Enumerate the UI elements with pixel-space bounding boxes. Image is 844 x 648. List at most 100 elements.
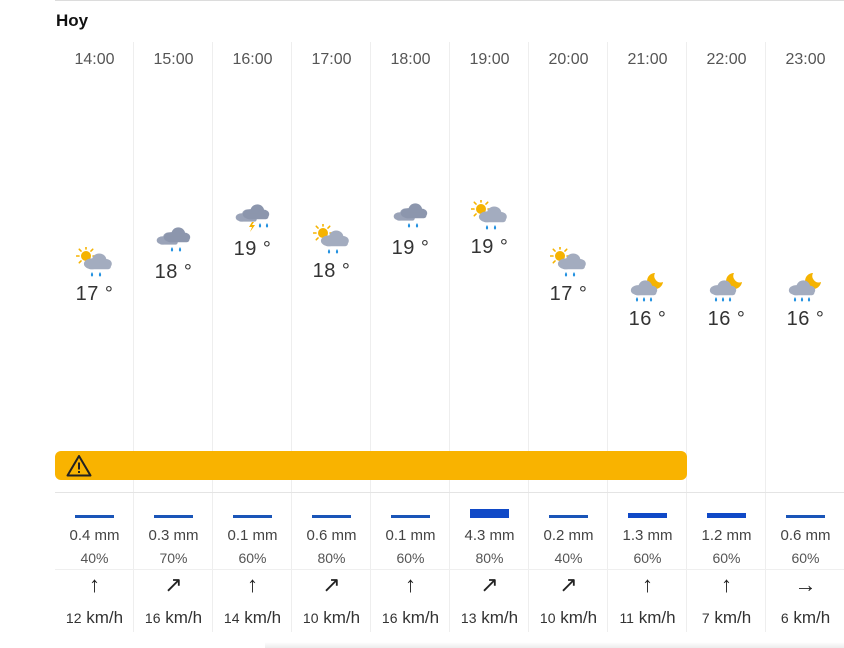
wind-direction-icon: → [794,572,817,597]
wind-direction-icon: ↑ [721,572,732,597]
hour-label: 19:00 [469,51,510,68]
weather-cell: 16 ° [687,272,766,331]
rain-amount-bar [233,515,272,518]
hour-column: 21:00 16 ° 1.3 mm 60% ↑ 11 km/h [608,42,687,632]
rain-amount-bar [786,515,825,518]
wind-speed: 16 km/h [144,608,203,627]
wind-speed: 13 km/h [460,608,519,627]
rain-amount-bar [75,515,114,518]
rain-probability: 80% [475,550,504,566]
temperature: 19 ° [391,237,430,259]
wind-speed: 10 km/h [302,608,361,627]
rain-amount: 1.3 mm [622,527,673,544]
rain-amount: 4.3 mm [464,527,515,544]
column-divider [212,42,213,632]
column-divider [133,42,134,632]
wind-speed: 7 km/h [701,608,752,627]
weather-alert-bar[interactable] [55,451,687,480]
moon-cloud-rain-icon [766,272,844,306]
rain-amount: 0.3 mm [148,527,199,544]
column-divider [370,42,371,632]
hour-column: 22:00 16 ° 1.2 mm 60% ↑ 7 km/h [687,42,766,632]
warning-icon [66,454,92,483]
rain-amount-bar [470,509,509,518]
rain-amount-bar [628,513,667,518]
wind-direction-icon: ↑ [89,572,100,597]
hour-column: 17:00 18 ° 0.6 mm 80% ↗ 10 km/h [292,42,371,632]
hour-column: 23:00 16 ° 0.6 mm 60% → 6 km/h [766,42,844,632]
temperature: 19 ° [470,236,509,258]
sun-cloud-rain-icon [529,247,608,281]
wind-direction-icon: ↑ [247,572,258,597]
column-divider [528,42,529,632]
wind-direction-icon: ↗ [559,572,578,597]
column-divider [686,42,687,632]
weather-cell: 17 ° [55,247,134,306]
column-divider [291,42,292,632]
rain-amount: 0.6 mm [306,527,357,544]
column-divider [607,42,608,632]
cloud-rain-icon [371,201,450,235]
rain-probability: 60% [238,550,267,566]
wind-direction-icon: ↑ [405,572,416,597]
column-divider [765,42,766,632]
rain-amount: 1.2 mm [701,527,752,544]
rain-probability: 60% [712,550,741,566]
wind-speed: 11 km/h [619,608,676,627]
rain-amount-bar [154,515,193,518]
weather-cell: 16 ° [608,272,687,331]
hour-label: 17:00 [311,51,352,68]
rain-amount-bar [549,515,588,518]
hour-column: 20:00 17 ° 0.2 mm 40% ↗ 10 km/h [529,42,608,632]
cloud-rain-icon [134,225,213,259]
rain-amount: 0.1 mm [385,527,436,544]
wind-speed: 10 km/h [539,608,598,627]
column-divider [449,42,450,632]
rain-probability: 80% [317,550,346,566]
rain-probability: 60% [396,550,425,566]
hour-label: 16:00 [232,51,273,68]
hour-column: 18:00 19 ° 0.1 mm 60% ↑ 16 km/h [371,42,450,632]
wind-speed: 12 km/h [65,608,124,627]
top-rule [55,0,844,1]
hour-label: 14:00 [74,51,115,68]
hour-column: 15:00 18 ° 0.3 mm 70% ↗ 16 km/h [134,42,213,632]
wind-direction-icon: ↗ [322,572,341,597]
temperature: 16 ° [628,308,667,330]
moon-cloud-rain-icon [608,272,687,306]
wind-direction-icon: ↑ [642,572,653,597]
wind-speed: 14 km/h [223,608,282,627]
sun-cloud-rain-icon [55,247,134,281]
temperature: 16 ° [786,308,825,330]
weather-cell: 19 ° [450,200,529,259]
hour-column: 14:00 17 ° 0.4 mm 40% ↑ 12 km/h [55,42,134,632]
rain-amount: 0.1 mm [227,527,278,544]
rain-probability: 60% [633,550,662,566]
weather-cell: 19 ° [213,202,292,261]
temperature: 19 ° [233,238,272,260]
rain-amount-bar [707,513,746,518]
temperature: 16 ° [707,308,746,330]
hour-label: 21:00 [627,51,668,68]
hour-label: 20:00 [548,51,589,68]
bottom-shadow [265,642,844,648]
rain-probability: 60% [791,550,820,566]
weather-cell: 17 ° [529,247,608,306]
temperature: 17 ° [75,283,114,305]
rain-amount-bar [312,515,351,518]
hour-label: 22:00 [706,51,747,68]
weather-cell: 18 ° [134,225,213,284]
wind-direction-icon: ↗ [480,572,499,597]
wind-direction-icon: ↗ [164,572,183,597]
moon-cloud-rain-icon [687,272,766,306]
weather-cell: 18 ° [292,224,371,283]
temperature: 17 ° [549,283,588,305]
divider [55,569,844,570]
hour-label: 15:00 [153,51,194,68]
hour-label: 18:00 [390,51,431,68]
sun-cloud-rain-icon [450,200,529,234]
sun-cloud-rain-icon [292,224,371,258]
rain-amount-bar [391,515,430,518]
hour-column: 19:00 19 ° 4.3 mm 80% ↗ 13 km/h [450,42,529,632]
weather-cell: 16 ° [766,272,844,331]
